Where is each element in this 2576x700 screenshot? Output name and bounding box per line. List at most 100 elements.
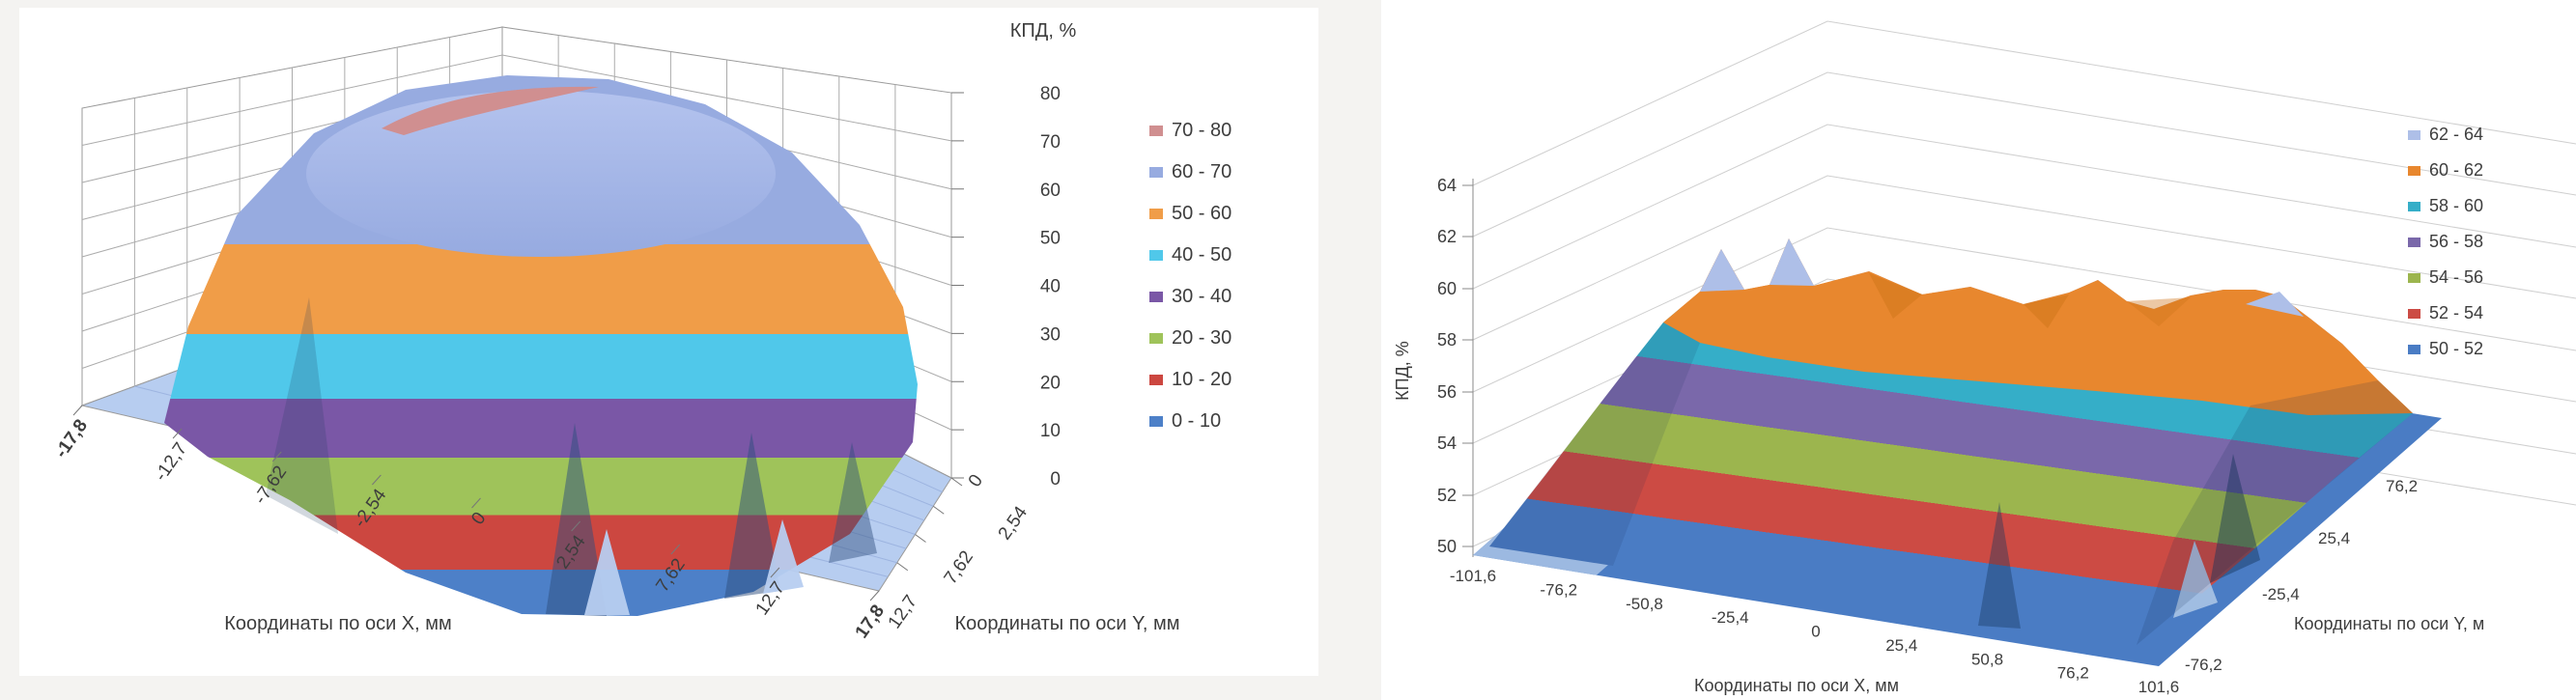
y-tick-label: -76,2 xyxy=(2185,656,2222,674)
legend-label: 10 - 20 xyxy=(1172,369,1232,390)
legend-label: 30 - 40 xyxy=(1172,286,1232,307)
legend-label: 40 - 50 xyxy=(1172,244,1232,266)
legend-label: 54 - 56 xyxy=(2429,267,2484,287)
y-tick-label: 2,54 xyxy=(995,502,1033,544)
legend-swatch xyxy=(1149,375,1163,385)
z-tick-label: 50 xyxy=(1437,537,1457,556)
x-tick-label: 17,8 xyxy=(852,602,889,642)
legend-item: 56 - 58 xyxy=(2408,224,2483,260)
legend-swatch xyxy=(2408,237,2420,247)
z-tick-label: 62 xyxy=(1437,227,1457,246)
z-axis-title: КПД, % xyxy=(1010,20,1077,42)
x-tick-label: -17,8 xyxy=(51,416,92,462)
dome-top-rim-sliver xyxy=(382,86,599,135)
surface-plateau xyxy=(1489,238,2413,645)
z-tick-label: 30 xyxy=(1040,324,1061,345)
z-tick-label: 0 xyxy=(1050,469,1061,490)
legend-item: 50 - 52 xyxy=(2408,331,2483,367)
z-tick-label: 64 xyxy=(1437,176,1457,195)
legend-label: 50 - 52 xyxy=(2429,339,2484,358)
legend: 70 - 80 60 - 70 50 - 60 40 - 50 30 - 40 20 - … xyxy=(1149,110,1231,442)
z-tick-label: 60 xyxy=(1040,181,1061,201)
surface-crease-shadow xyxy=(546,423,607,616)
y-tick-label: 76,2 xyxy=(2386,477,2418,495)
top-facet-shade xyxy=(2024,294,2069,328)
x-tick-label: 0 xyxy=(1811,623,1820,641)
legend-item: 10 - 20 xyxy=(1149,359,1231,401)
legend-swatch xyxy=(2408,272,2420,283)
floor-notch xyxy=(2173,541,2218,618)
x-tick-label: -25,4 xyxy=(1712,608,1749,627)
z-tick-label: 60 xyxy=(1437,279,1457,298)
efficiency-surface-chart-left: 80 70 60 50 40 30 20 10 0 -17,8 -12,7 -7,62 -2,54 0 2,… xyxy=(19,8,1318,676)
x-tick-label: -12,7 xyxy=(151,439,191,486)
legend-item: 40 - 50 xyxy=(1149,235,1231,276)
legend-swatch xyxy=(2408,165,2420,176)
z-tick-label: 40 xyxy=(1040,277,1061,297)
x-tick-label: 50,8 xyxy=(1971,650,2003,668)
legend-swatch xyxy=(1149,333,1163,344)
x-tick-label: -76,2 xyxy=(1540,580,1577,599)
right-face-shade xyxy=(2137,380,2413,645)
y-tick-label: 12,7 xyxy=(885,592,921,632)
legend-swatch xyxy=(2408,201,2420,211)
legend-item: 52 - 54 xyxy=(2408,295,2483,331)
plateau-top-face xyxy=(1663,238,2413,415)
legend-label: 70 - 80 xyxy=(1172,120,1232,141)
legend-item: 62 - 64 xyxy=(2408,117,2483,153)
z-axis-title: КПД, % xyxy=(1393,341,1412,401)
legend-item: 58 - 60 xyxy=(2408,188,2483,224)
x-axis-title: Координаты по оси X, мм xyxy=(224,613,452,634)
y-tick-label: 25,4 xyxy=(2318,529,2350,547)
x-tick-label: -101,6 xyxy=(1450,567,1496,585)
legend-swatch xyxy=(1149,167,1163,178)
x-tick-label: 25,4 xyxy=(1885,636,1917,655)
efficiency-surface-chart-right: 64 62 60 58 56 54 52 50 -101,6 -76,2 -50,8 -25,4 0 25… xyxy=(1381,0,2576,700)
x-axis-title: Координаты по оси X, мм xyxy=(1694,676,1899,695)
z-tick-label: 56 xyxy=(1437,382,1457,402)
dome-cap xyxy=(306,91,776,257)
x-tick-label: -50,8 xyxy=(1626,595,1663,613)
legend-label: 20 - 30 xyxy=(1172,327,1232,349)
legend-label: 50 - 60 xyxy=(1172,203,1232,224)
x-tick-label: 101,6 xyxy=(2138,678,2180,696)
legend-label: 58 - 60 xyxy=(2429,196,2484,215)
z-tick-label: 58 xyxy=(1437,330,1457,350)
legend-label: 60 - 70 xyxy=(1172,161,1232,182)
legend-label: 62 - 64 xyxy=(2429,125,2484,144)
top-facet-shade xyxy=(1869,273,1922,319)
legend-item: 30 - 40 xyxy=(1149,276,1231,318)
z-tick-label: 10 xyxy=(1040,421,1061,441)
legend-item: 0 - 10 xyxy=(1149,401,1231,442)
surface-crease-shadow xyxy=(724,433,780,599)
surface-crease-shadow xyxy=(829,442,877,563)
right-chart-canvas: 64 62 60 58 56 54 52 50 -101,6 -76,2 -50,8 -25,4 0 25… xyxy=(1393,20,2576,696)
z-tick-label: 80 xyxy=(1040,84,1061,104)
legend-item: 50 - 60 xyxy=(1149,193,1231,235)
peak-facet xyxy=(1769,238,1814,286)
legend-label: 52 - 54 xyxy=(2429,303,2484,322)
y-axis-title: Координаты по оси Y, м xyxy=(2294,614,2484,633)
z-tick-label: 52 xyxy=(1437,486,1457,505)
legend-label: 56 - 58 xyxy=(2429,232,2484,251)
legend: 62 - 64 60 - 62 58 - 60 56 - 58 54 - 56 52 - … xyxy=(2408,117,2483,367)
legend-item: 60 - 62 xyxy=(2408,153,2483,188)
legend-item: 60 - 70 xyxy=(1149,152,1231,193)
y-tick-label: 7,62 xyxy=(941,547,977,588)
legend-item: 20 - 30 xyxy=(1149,318,1231,359)
left-face-shade xyxy=(1489,322,1700,566)
legend-swatch xyxy=(2408,129,2420,140)
y-axis-title: Координаты по оси Y, мм xyxy=(955,613,1180,634)
legend-swatch xyxy=(1149,209,1163,219)
legend-swatch xyxy=(2408,308,2420,319)
peak-facet xyxy=(2246,292,2304,317)
surface-flank-shadow xyxy=(266,297,338,534)
legend-swatch xyxy=(1149,126,1163,136)
z-tick-label: 54 xyxy=(1437,434,1457,453)
legend-label: 60 - 62 xyxy=(2429,160,2484,180)
legend-label: 0 - 10 xyxy=(1172,410,1222,432)
top-facet-shade xyxy=(2127,297,2191,326)
z-tick-label: 20 xyxy=(1040,373,1061,393)
floor-notch xyxy=(584,529,630,615)
